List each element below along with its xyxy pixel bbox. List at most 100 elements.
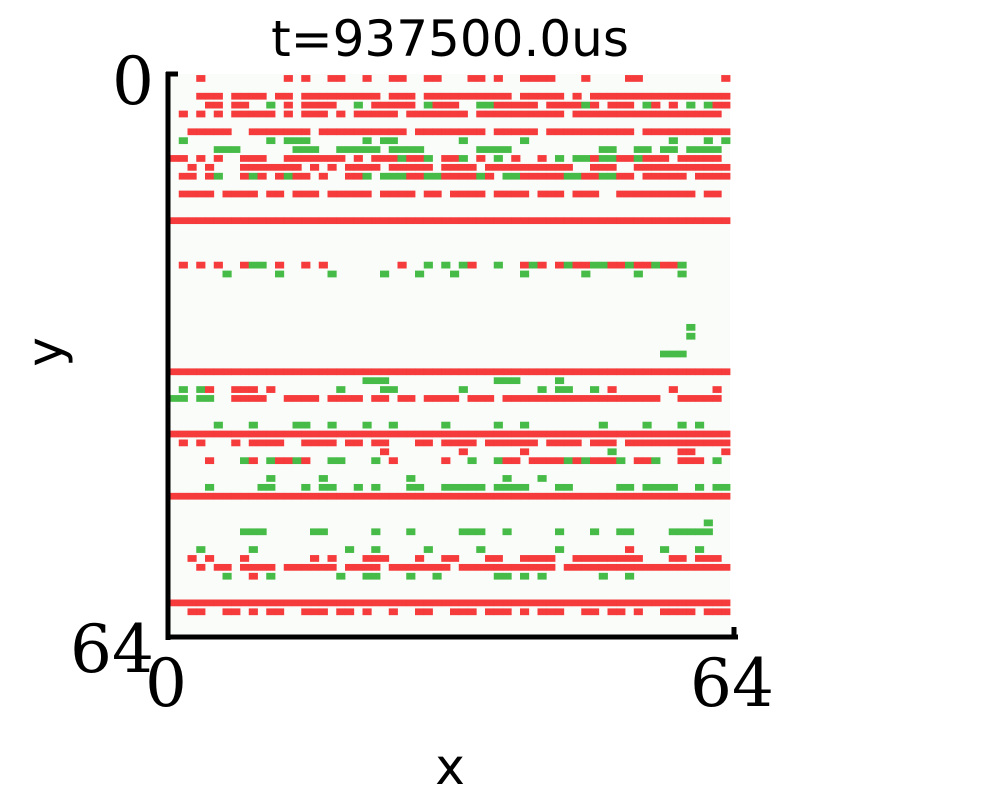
heatmap-cell-red <box>380 190 390 198</box>
heatmap-cell-red <box>537 555 547 562</box>
heatmap-cell-red <box>660 163 670 171</box>
heatmap-cell-green <box>703 137 713 145</box>
heatmap-cell-red <box>625 430 635 438</box>
heatmap-cell-green <box>520 270 530 278</box>
heatmap-cell-red <box>590 555 600 562</box>
heatmap-cell-red <box>633 395 643 402</box>
heatmap-cell-red <box>196 110 206 118</box>
heatmap-cell-green <box>493 457 503 465</box>
heatmap-cell-red <box>283 457 293 465</box>
heatmap-cell-red <box>248 190 258 198</box>
heatmap-cell-red <box>485 555 495 562</box>
heatmap-cell-red <box>388 190 398 198</box>
heatmap-cell-green <box>695 546 705 553</box>
heatmap-cell-red <box>275 261 285 269</box>
heatmap-cell-red <box>476 110 486 118</box>
heatmap-cell-red <box>178 110 188 118</box>
heatmap-cell-red <box>327 563 337 571</box>
heatmap-cell-red <box>266 430 276 438</box>
heatmap-cell-green <box>511 172 521 180</box>
heatmap-cell-red <box>240 172 250 180</box>
heatmap-cell-red <box>415 172 425 180</box>
heatmap-cell-red <box>476 492 486 500</box>
heatmap-cell-red <box>555 92 565 100</box>
heatmap-cell-green <box>581 457 591 465</box>
heatmap-cell-red <box>458 368 468 376</box>
heatmap-cell-red <box>353 217 363 225</box>
heatmap-cell-green <box>406 483 416 491</box>
heatmap-cell-green <box>240 457 250 465</box>
heatmap-cell-red <box>633 75 643 82</box>
heatmap-cell-red <box>598 217 608 225</box>
heatmap-cell-red <box>432 492 442 500</box>
heatmap-cell-red <box>703 190 713 198</box>
heatmap-cell-green <box>485 146 495 153</box>
heatmap-cell-green <box>266 101 276 109</box>
heatmap-cell-red <box>178 261 188 269</box>
heatmap-cell-red <box>345 608 355 616</box>
heatmap-cell-red <box>616 492 626 500</box>
heatmap-cell-green <box>616 457 626 465</box>
heatmap-cell-red <box>327 75 337 82</box>
heatmap-cell-green <box>493 146 503 153</box>
heatmap-cell-red <box>493 110 503 118</box>
heatmap-cell-red <box>572 261 582 269</box>
heatmap-cell-red <box>633 163 643 171</box>
heatmap-cell-red <box>563 430 573 438</box>
heatmap-cell-red <box>266 563 276 571</box>
heatmap-cell-red <box>388 608 398 616</box>
heatmap-cell-red <box>178 492 188 500</box>
heatmap-cell-green <box>423 101 433 109</box>
heatmap-cell-red <box>695 92 705 100</box>
heatmap-cell-red <box>660 368 670 376</box>
heatmap-cell-red <box>423 110 433 118</box>
heatmap-cell-red <box>240 599 250 607</box>
heatmap-cell-red <box>598 163 608 171</box>
heatmap-cell-red <box>336 492 346 500</box>
heatmap-cell-green <box>371 483 381 491</box>
heatmap-cell-red <box>196 190 206 198</box>
heatmap-cell-red <box>187 368 197 376</box>
heatmap-cell-red <box>633 563 643 571</box>
heatmap-cell-red <box>642 155 652 162</box>
heatmap-cell-red <box>607 163 617 171</box>
heatmap-cell-green <box>371 572 381 580</box>
heatmap-cell-red <box>528 457 538 465</box>
heatmap-cell-red <box>345 492 355 500</box>
heatmap-cell-red <box>178 430 188 438</box>
heatmap-cell-red <box>371 110 381 118</box>
heatmap-cell-red <box>362 563 372 571</box>
heatmap-cell-red <box>546 172 556 180</box>
heatmap-cell-red <box>528 395 538 402</box>
heatmap-cell-red <box>590 217 600 225</box>
heatmap-cell-green <box>327 483 337 491</box>
heatmap-cell-red <box>581 217 591 225</box>
heatmap-cell-red <box>380 101 390 109</box>
heatmap-cell-red <box>546 439 556 447</box>
heatmap-cell-green <box>205 395 215 402</box>
heatmap-cell-red <box>677 110 687 118</box>
heatmap-cell-green <box>607 155 617 162</box>
heatmap-cell-green <box>598 261 608 269</box>
heatmap-cell-red <box>248 163 258 171</box>
heatmap-cell-red <box>625 190 635 198</box>
heatmap-cell-red <box>213 261 223 269</box>
heatmap-cell-red <box>240 368 250 376</box>
heatmap-cell-green <box>257 528 267 536</box>
heatmap-cell-red <box>441 457 451 465</box>
heatmap-cell-red <box>240 101 250 109</box>
heatmap-cell-green <box>450 483 460 491</box>
heatmap-cell-green <box>406 572 416 580</box>
heatmap-cell-red <box>467 261 477 269</box>
heatmap-cell-red <box>213 92 223 100</box>
heatmap-cell-red <box>607 261 617 269</box>
heatmap-cell-red <box>213 430 223 438</box>
heatmap-cell-red <box>353 563 363 571</box>
heatmap-cell-red <box>423 599 433 607</box>
heatmap-cell-red <box>581 128 591 136</box>
heatmap-cell-red <box>371 217 381 225</box>
heatmap-cell-green <box>292 137 302 145</box>
heatmap-cell-red <box>362 128 372 136</box>
heatmap-cell-red <box>528 563 538 571</box>
heatmap-cell-green <box>563 483 573 491</box>
